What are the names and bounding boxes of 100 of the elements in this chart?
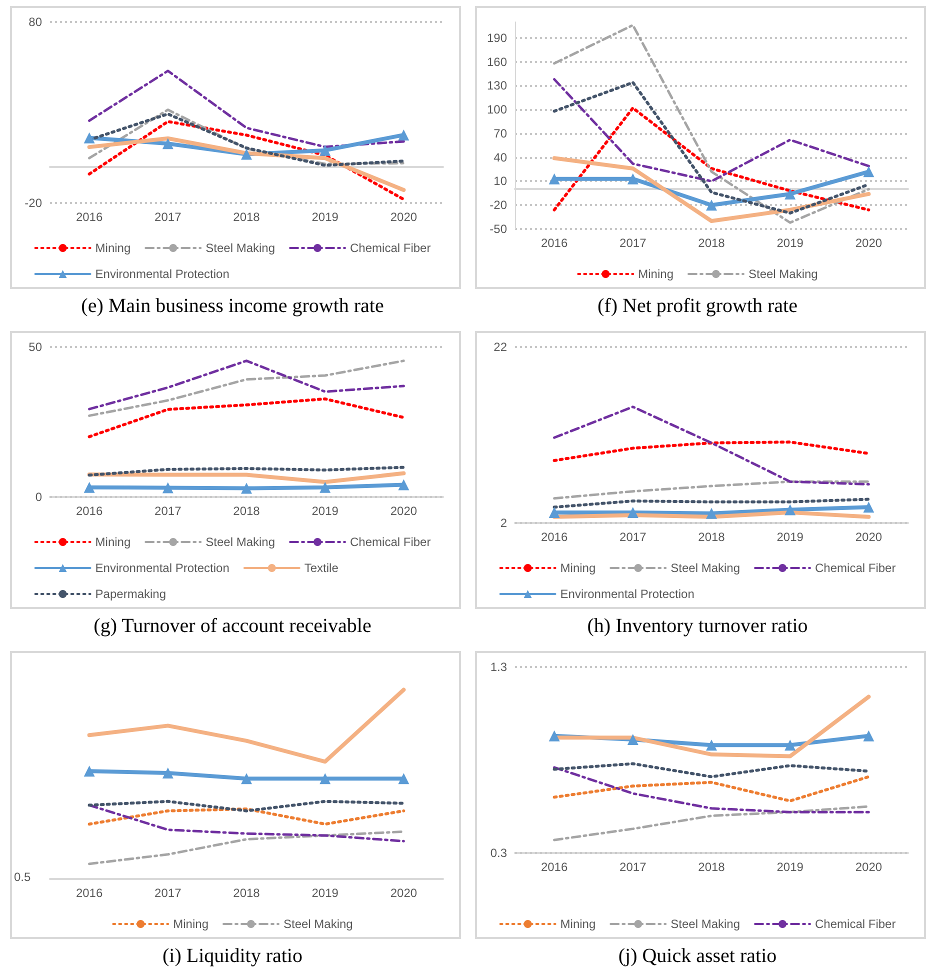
x-tick-label: 2016: [76, 210, 103, 224]
legend-label: Chemical Fiber: [350, 535, 431, 549]
y-tick-label: 10: [494, 174, 508, 188]
line-series: [88, 466, 406, 477]
line-series: [87, 136, 406, 192]
line-series: [553, 766, 870, 814]
point: [84, 132, 95, 144]
legend-label: Steel Making: [670, 561, 740, 575]
line-series: [553, 406, 870, 486]
y-tick-label: -20: [24, 196, 42, 210]
x-tick-label: 2019: [776, 530, 804, 544]
point: [241, 148, 252, 160]
line-series: [553, 24, 870, 224]
point: [398, 129, 410, 140]
legend-label: Mining: [95, 535, 131, 549]
point: [706, 200, 717, 211]
legend-label: Environmental Protection: [95, 561, 230, 575]
x-tick-label: 2019: [312, 504, 339, 518]
point: [706, 740, 717, 751]
line-series: [552, 762, 870, 778]
x-tick-label: 2020: [855, 530, 882, 544]
point: [162, 138, 174, 150]
y-tick-label: 130: [486, 78, 508, 93]
point: [627, 734, 638, 746]
x-tick-label: 2020: [390, 886, 418, 900]
line-series: [552, 440, 870, 462]
legend-label: Environmental Protection: [95, 267, 230, 281]
point: [784, 740, 796, 751]
x-tick-label: 2017: [620, 860, 647, 874]
x-tick-label: 2017: [620, 236, 647, 250]
point: [548, 730, 560, 742]
text: (f) Net profit growth rate: [598, 295, 798, 317]
legend-label: Mining: [95, 241, 131, 255]
text: (e) Main business income growth rate: [81, 295, 384, 317]
legend-label: Papermaking: [95, 587, 166, 601]
x-tick-label: 2018: [233, 886, 260, 900]
legend-label: Textile: [304, 561, 339, 575]
legend-label: Chemical Fiber: [350, 241, 431, 255]
x-tick-label: 2019: [312, 886, 339, 900]
y-tick-label: -50: [490, 222, 508, 236]
point: [863, 730, 874, 742]
legend-label: Chemical Fiber: [815, 561, 896, 575]
text: (h) Inventory turnover ratio: [587, 615, 808, 637]
x-tick-label: 2020: [390, 210, 418, 224]
x-tick-label: 2019: [312, 210, 339, 224]
legend-label: Mining: [173, 917, 208, 931]
text: 0.5: [14, 870, 32, 884]
point: [627, 173, 638, 184]
y-tick-label: 190: [486, 30, 508, 45]
line-series: [553, 480, 870, 500]
legend-label: Steel Making: [748, 267, 818, 281]
legend-label: Steel Making: [670, 917, 740, 931]
point: [320, 144, 331, 156]
y-tick-label: 1.3: [490, 660, 508, 674]
legend-label: Steel Making: [283, 917, 353, 931]
legend-label: Mining: [638, 267, 674, 281]
legend-label: Mining: [560, 561, 596, 575]
line-series: [552, 156, 871, 224]
y-tick-label: -20: [490, 198, 508, 212]
x-tick-label: 2018: [233, 210, 260, 224]
x-tick-label: 2017: [620, 530, 647, 544]
y-tick-label: 2: [500, 516, 508, 530]
x-tick-label: 2020: [855, 860, 882, 874]
text: (j) Quick asset ratio: [618, 945, 777, 967]
line-series: [553, 805, 870, 842]
y-tick-label: 100: [486, 102, 508, 117]
x-tick-label: 2017: [154, 504, 182, 518]
line-series: [88, 397, 406, 438]
x-tick-label: 2017: [154, 886, 182, 900]
point: [784, 188, 796, 200]
x-tick-label: 2016: [76, 886, 103, 900]
legend-label: Chemical Fiber: [815, 917, 896, 931]
line-series: [552, 775, 870, 802]
point: [863, 166, 874, 178]
text: (g) Turnover of account receivable: [94, 615, 372, 637]
x-tick-label: 2018: [698, 236, 726, 250]
legend-label: Steel Making: [206, 241, 276, 255]
x-tick-label: 2016: [76, 504, 103, 518]
point: [548, 173, 560, 184]
y-tick-label: 0.3: [490, 846, 508, 860]
y-tick-label: 40: [494, 150, 508, 164]
x-tick-label: 2016: [540, 860, 568, 874]
legend-label: Mining: [560, 917, 596, 931]
y-tick-label: 50: [28, 340, 42, 354]
x-tick-label: 2019: [776, 236, 804, 250]
line-series: [552, 106, 870, 212]
line-series: [88, 120, 406, 201]
legend-label: Steel Making: [206, 535, 276, 549]
x-tick-label: 2020: [855, 236, 882, 250]
y-tick-label: 22: [494, 340, 508, 354]
y-tick-label: 160: [486, 54, 508, 69]
legend-label: Environmental Protection: [560, 587, 694, 601]
x-tick-label: 2018: [698, 530, 726, 544]
x-tick-label: 2018: [698, 860, 726, 874]
x-tick-label: 2016: [540, 530, 568, 544]
x-tick-label: 2019: [776, 860, 804, 874]
x-tick-label: 2016: [540, 236, 568, 250]
y-tick-label: 70: [494, 126, 508, 140]
x-tick-label: 2018: [233, 504, 260, 518]
x-tick-label: 2017: [154, 210, 182, 224]
